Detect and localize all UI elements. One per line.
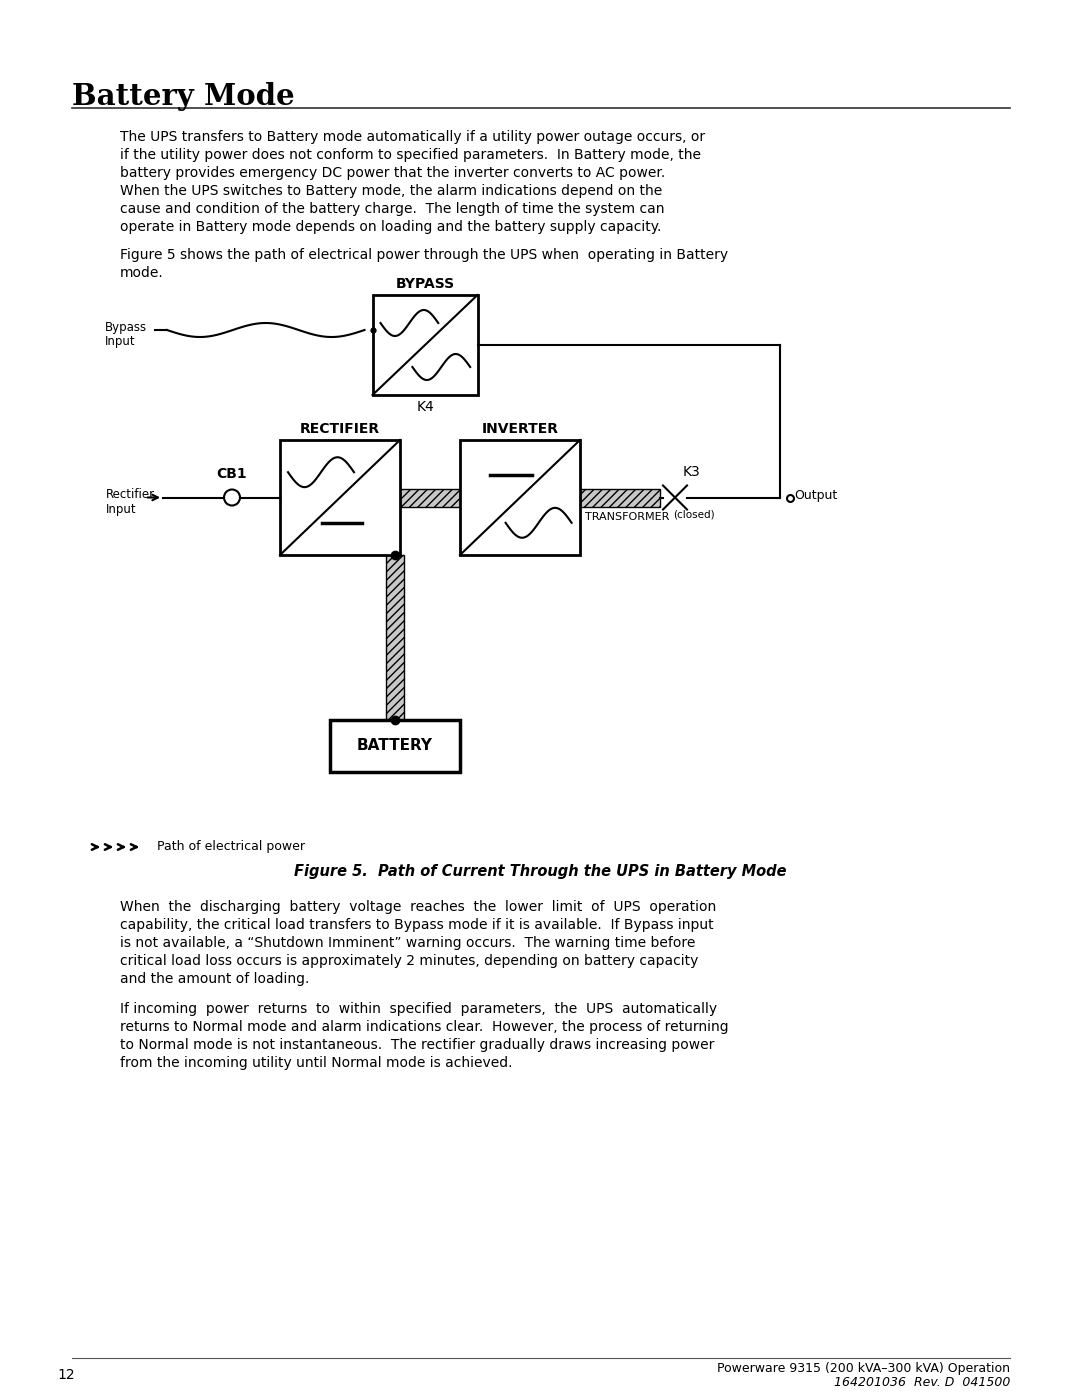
Text: INVERTER: INVERTER	[482, 422, 558, 436]
Text: 12: 12	[57, 1368, 75, 1382]
Bar	[373, 295, 477, 395]
Text: if the utility power does not conform to specified parameters.  In Battery mode,: if the utility power does not conform to…	[120, 148, 701, 162]
Text: capability, the critical load transfers to Bypass mode if it is available.  If B: capability, the critical load transfers …	[120, 918, 714, 932]
Bar	[330, 719, 460, 773]
Text: Powerware 9315 (200 kVA–300 kVA) Operation: Powerware 9315 (200 kVA–300 kVA) Operati…	[717, 1362, 1010, 1375]
Text: TRANSFORMER: TRANSFORMER	[585, 511, 670, 521]
Text: If incoming  power  returns  to  within  specified  parameters,  the  UPS  autom: If incoming power returns to within spec…	[120, 1002, 717, 1016]
Text: K3: K3	[683, 465, 701, 479]
Text: CB1: CB1	[217, 468, 247, 482]
Text: BATTERY: BATTERY	[357, 739, 433, 753]
Text: Figure 5.  Path of Current Through the UPS in Battery Mode: Figure 5. Path of Current Through the UP…	[294, 863, 786, 879]
Bar	[386, 555, 404, 719]
Text: RECTIFIER: RECTIFIER	[300, 422, 380, 436]
Text: critical load loss occurs is approximately 2 minutes, depending on battery capac: critical load loss occurs is approximate…	[120, 954, 699, 968]
Bar	[280, 440, 400, 555]
Text: BYPASS: BYPASS	[395, 277, 455, 291]
Text: When  the  discharging  battery  voltage  reaches  the  lower  limit  of  UPS  o: When the discharging battery voltage rea…	[120, 900, 716, 914]
Text: 164201036  Rev. D  041500: 164201036 Rev. D 041500	[834, 1376, 1010, 1389]
Text: operate in Battery mode depends on loading and the battery supply capacity.: operate in Battery mode depends on loadi…	[120, 219, 661, 235]
Text: (closed): (closed)	[673, 510, 715, 520]
Text: from the incoming utility until Normal mode is achieved.: from the incoming utility until Normal m…	[120, 1056, 513, 1070]
Text: When the UPS switches to Battery mode, the alarm indications depend on the: When the UPS switches to Battery mode, t…	[120, 184, 662, 198]
Text: Figure 5 shows the path of electrical power through the UPS when  operating in B: Figure 5 shows the path of electrical po…	[120, 249, 728, 263]
Text: Path of electrical power: Path of electrical power	[157, 840, 305, 854]
Text: cause and condition of the battery charge.  The length of time the system can: cause and condition of the battery charg…	[120, 203, 664, 217]
Text: is not available, a “Shutdown Imminent” warning occurs.  The warning time before: is not available, a “Shutdown Imminent” …	[120, 936, 696, 950]
Text: and the amount of loading.: and the amount of loading.	[120, 972, 309, 986]
Text: Input: Input	[105, 335, 136, 348]
Text: mode.: mode.	[120, 265, 164, 279]
Text: returns to Normal mode and alarm indications clear.  However, the process of ret: returns to Normal mode and alarm indicat…	[120, 1020, 729, 1034]
Text: battery provides emergency DC power that the inverter converts to AC power.: battery provides emergency DC power that…	[120, 166, 665, 180]
Text: Input: Input	[106, 503, 137, 515]
Text: Output: Output	[794, 489, 837, 502]
Bar	[580, 489, 660, 507]
Bar	[460, 440, 580, 555]
Bar	[400, 489, 460, 507]
Text: K4: K4	[416, 400, 434, 414]
Text: Rectifier: Rectifier	[106, 489, 156, 502]
Text: Battery Mode: Battery Mode	[72, 82, 295, 110]
Text: The UPS transfers to Battery mode automatically if a utility power outage occurs: The UPS transfers to Battery mode automa…	[120, 130, 705, 144]
Text: to Normal mode is not instantaneous.  The rectifier gradually draws increasing p: to Normal mode is not instantaneous. The…	[120, 1038, 714, 1052]
Text: Bypass: Bypass	[105, 321, 147, 334]
